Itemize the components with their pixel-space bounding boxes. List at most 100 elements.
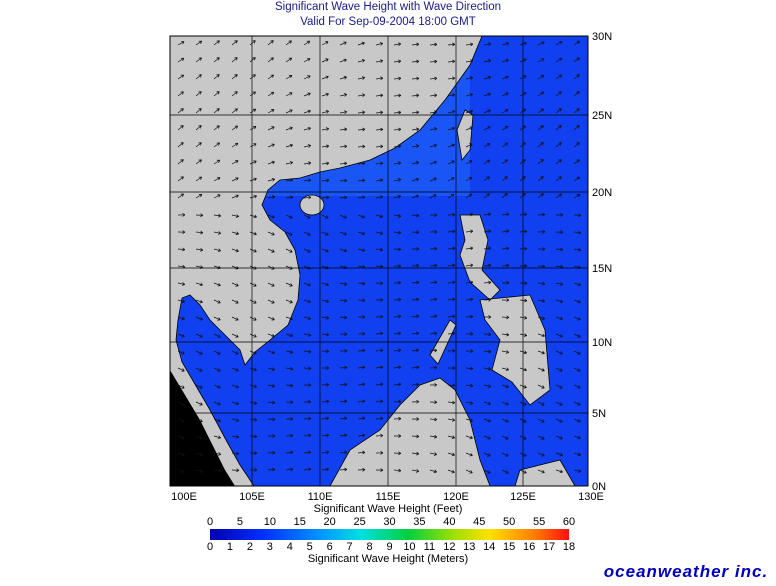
sumatra [170,370,235,486]
arrow [375,382,384,387]
arrow [483,229,492,234]
arrow [231,248,239,253]
arrow [447,76,456,81]
arrow [429,469,437,474]
arrow [177,57,185,63]
arrow [429,417,438,422]
arrow [483,315,492,319]
arrow [285,74,293,80]
arrow [519,264,528,268]
arrow [393,59,402,64]
arrow [465,349,474,353]
arrow [213,159,221,165]
arrow [357,450,366,455]
lon-label: 115E [376,491,401,503]
arrow [429,230,438,234]
arrow [195,213,204,218]
arrow [537,418,545,423]
arrow [213,108,220,114]
arrow [177,108,184,114]
arrow [375,195,384,199]
arrow [213,40,220,46]
arrow [447,160,455,165]
arrow [555,176,562,182]
arrow [393,264,402,268]
arrow [267,467,276,472]
arrow [321,92,329,97]
arrow [231,401,239,406]
colorbar [210,529,569,540]
arrow [411,280,420,285]
arrow [573,230,582,235]
arrow [411,417,420,421]
arrow [285,417,294,421]
arrow [321,127,330,131]
arrow [303,399,312,404]
arrow [357,231,365,236]
arrow [267,109,275,114]
visayas-mindanao [479,294,551,406]
arrow [483,452,491,457]
arrow [393,399,402,404]
arrow [321,282,329,287]
arrow [447,366,456,370]
arrow [393,297,402,302]
feet-label: 50 [503,516,515,528]
arrow [303,75,311,80]
arrow [465,263,474,268]
arrow [537,193,544,199]
arrow [303,144,312,148]
feet-label: 35 [413,516,425,528]
arrow [321,161,330,166]
meters-label: 0 [207,541,213,553]
arrow [465,212,474,217]
arrow [573,350,581,355]
arrow [249,468,258,472]
arrow [465,297,474,302]
arrow [177,282,186,286]
arrow [339,332,348,336]
meters-label: 9 [386,541,392,553]
arrow [501,142,509,148]
arrow [357,348,366,353]
arrow [447,418,456,422]
arrow [231,194,239,199]
arrow [501,332,510,337]
arrow [501,263,510,268]
arrow [573,176,581,182]
arrow [195,418,203,423]
arrow [501,58,509,63]
arrow [339,93,348,97]
arrow [213,367,221,372]
arrow [177,247,186,252]
arrow [339,231,347,236]
lat-label: 25N [592,110,612,122]
arrow [339,58,347,63]
arrow [429,93,438,98]
arrow [573,367,581,372]
arrow [213,282,221,287]
arrow [339,382,348,387]
meters-title: Significant Wave Height (Meters) [308,553,468,565]
arrow [429,331,438,336]
arrow [213,384,221,389]
arrow [213,74,220,80]
arrow [285,350,294,354]
arrow [465,452,473,457]
arrow [519,298,528,303]
arrow [375,451,384,455]
arrow [177,213,186,217]
arrow [321,433,330,438]
arrow [555,41,563,46]
arrow [411,263,420,268]
arrow [375,247,384,252]
arrow [303,195,312,200]
subtitle: Valid For Sep-09-2004 18:00 GMT [300,16,476,28]
arrow [429,76,438,81]
arrow [411,213,420,218]
arrow [177,142,184,148]
arrow [573,91,580,97]
arrow [303,333,312,337]
arrow [231,282,239,287]
arrow [447,93,456,97]
